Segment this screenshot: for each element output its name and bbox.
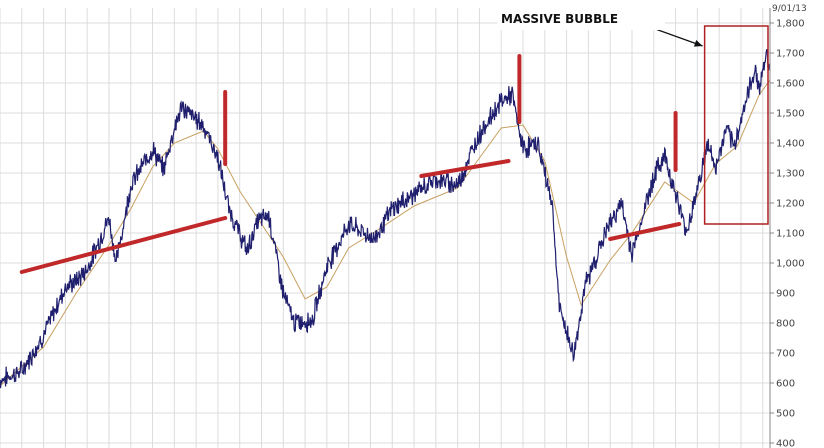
bubble-box	[703, 25, 769, 225]
y-tick-label: 1,500	[776, 109, 805, 120]
y-tick-label: 500	[776, 409, 795, 420]
date-label: 9/01/13	[772, 4, 807, 14]
y-tick-label: 800	[776, 319, 795, 330]
trend-lines	[19, 159, 682, 274]
annotation-label: MASSIVE BUBBLE	[501, 12, 618, 26]
y-tick-label: 700	[776, 349, 795, 360]
y-tick-label: 1,700	[776, 49, 805, 60]
y-tick-label: 1,600	[776, 79, 805, 90]
y-tick-label: 1,200	[776, 199, 805, 210]
y-tick-label: 1,300	[776, 169, 805, 180]
plot-background	[0, 8, 770, 448]
y-tick-label: 400	[776, 439, 795, 448]
trend-line	[608, 222, 682, 241]
trend-line	[419, 159, 511, 178]
y-tick-label: 1,800	[776, 19, 805, 30]
price-line	[0, 49, 771, 389]
y-axis: 400 500 600 700 800 900 1,000 1,100 1,200 1,300 1,…	[770, 19, 805, 448]
y-tick-label: 1,000	[776, 259, 805, 270]
trend-line	[19, 216, 228, 274]
peak-markers	[223, 54, 678, 172]
y-tick-label: 1,400	[776, 139, 805, 150]
y-tick-label: 900	[776, 289, 795, 300]
annotation-arrowhead	[693, 39, 703, 47]
y-tick-label: 600	[776, 379, 795, 390]
y-tick-label: 1,100	[776, 229, 805, 240]
annotation-backdrop	[497, 8, 665, 30]
